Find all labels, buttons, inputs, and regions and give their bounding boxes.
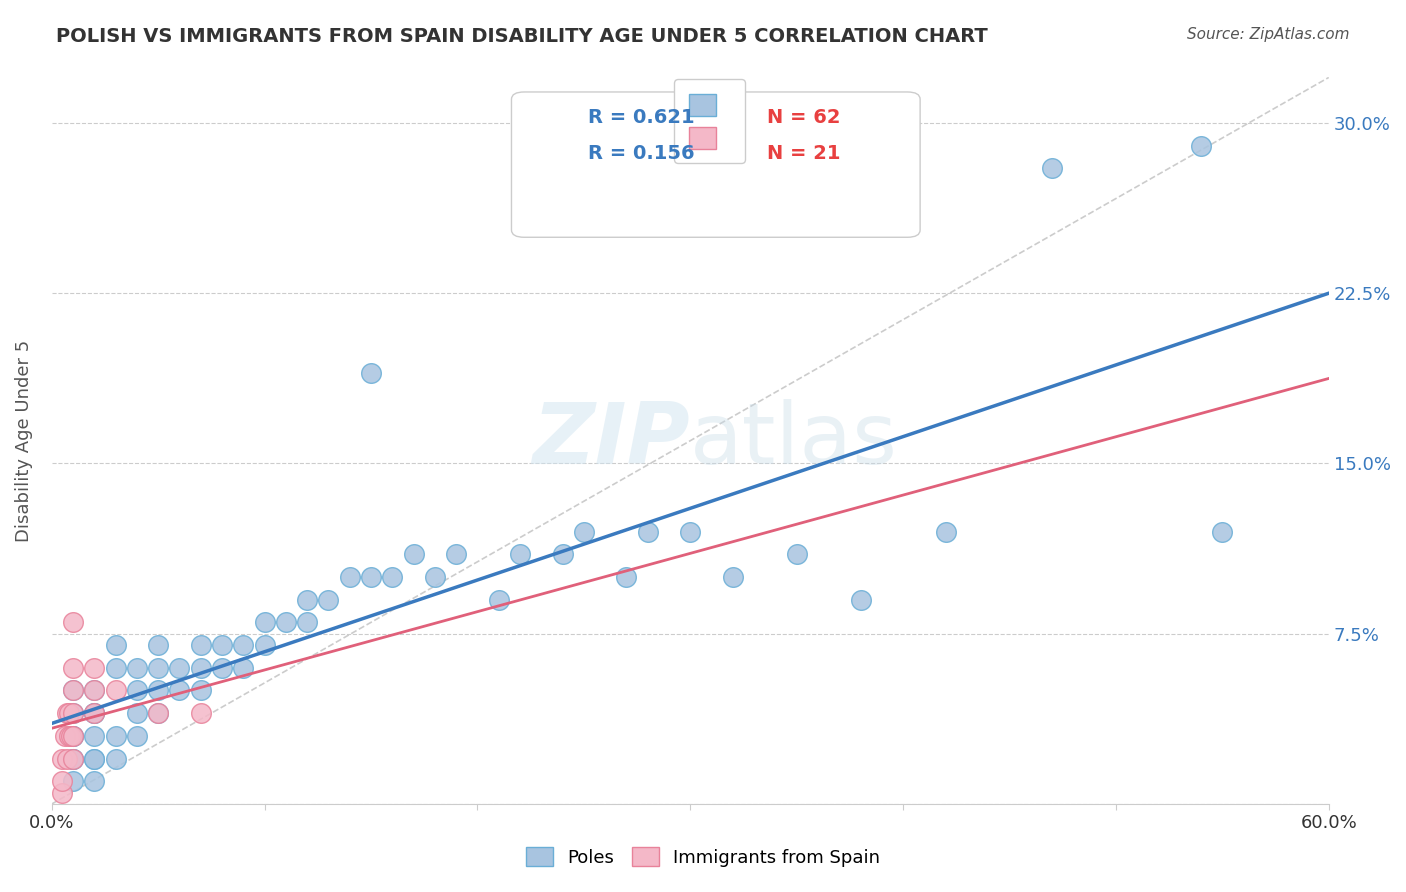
Text: Source: ZipAtlas.com: Source: ZipAtlas.com [1187,27,1350,42]
Point [104,638,127,652]
Point [62,729,84,743]
Point [55,706,77,721]
Point [146,706,169,721]
Point [83,661,105,675]
Point [1211,524,1233,539]
Point [1189,138,1212,153]
Point [488,592,510,607]
Point [83,683,105,698]
Point [211,661,233,675]
Text: R = 0.156: R = 0.156 [588,145,695,163]
Point [360,366,382,380]
Point [83,683,105,698]
Point [551,547,574,561]
Point [125,706,148,721]
Point [339,570,361,584]
Point [146,683,169,698]
Point [1040,161,1063,176]
Point [190,661,212,675]
Point [190,638,212,652]
Point [62,683,84,698]
Point [318,592,340,607]
Point [509,547,531,561]
Point [62,706,84,721]
Text: R = 0.621: R = 0.621 [588,108,695,127]
Text: POLISH VS IMMIGRANTS FROM SPAIN DISABILITY AGE UNDER 5 CORRELATION CHART: POLISH VS IMMIGRANTS FROM SPAIN DISABILI… [56,27,988,45]
Point [51,774,73,789]
Point [58,706,80,721]
Point [62,751,84,765]
Point [83,751,105,765]
Point [51,786,73,800]
Point [62,751,84,765]
Point [62,661,84,675]
Point [104,729,127,743]
Point [190,683,212,698]
Point [786,547,808,561]
Point [295,615,318,630]
Point [572,524,595,539]
Point [62,729,84,743]
Point [83,706,105,721]
Point [721,570,744,584]
Legend: , : , [675,79,745,163]
Point [295,592,318,607]
Point [125,729,148,743]
Point [169,661,191,675]
Point [232,661,254,675]
Point [360,570,382,584]
Point [83,706,105,721]
Point [190,706,212,721]
Point [637,524,659,539]
Point [83,774,105,789]
Text: ZIP: ZIP [533,400,690,483]
Point [51,751,73,765]
Point [104,683,127,698]
Point [444,547,467,561]
Point [849,592,872,607]
Point [83,751,105,765]
Point [232,638,254,652]
Y-axis label: Disability Age Under 5: Disability Age Under 5 [15,340,32,541]
Point [83,729,105,743]
Point [274,615,297,630]
Legend: Poles, Immigrants from Spain: Poles, Immigrants from Spain [519,840,887,874]
Point [62,615,84,630]
Point [53,729,76,743]
Point [125,683,148,698]
Point [169,683,191,698]
Point [62,774,84,789]
Point [679,524,702,539]
Point [55,751,77,765]
Point [146,661,169,675]
Point [402,547,425,561]
Point [104,751,127,765]
Point [58,729,80,743]
Point [62,751,84,765]
Point [59,729,82,743]
Point [62,729,84,743]
Point [616,570,638,584]
Text: N = 62: N = 62 [766,108,841,127]
Point [253,615,276,630]
FancyBboxPatch shape [512,92,920,237]
Point [146,706,169,721]
Point [83,706,105,721]
Point [211,638,233,652]
Point [935,524,957,539]
Point [381,570,404,584]
Point [125,661,148,675]
Point [62,683,84,698]
Point [62,706,84,721]
Point [146,638,169,652]
Point [253,638,276,652]
Text: N = 21: N = 21 [766,145,841,163]
Point [104,661,127,675]
Text: atlas: atlas [690,400,898,483]
Point [423,570,446,584]
